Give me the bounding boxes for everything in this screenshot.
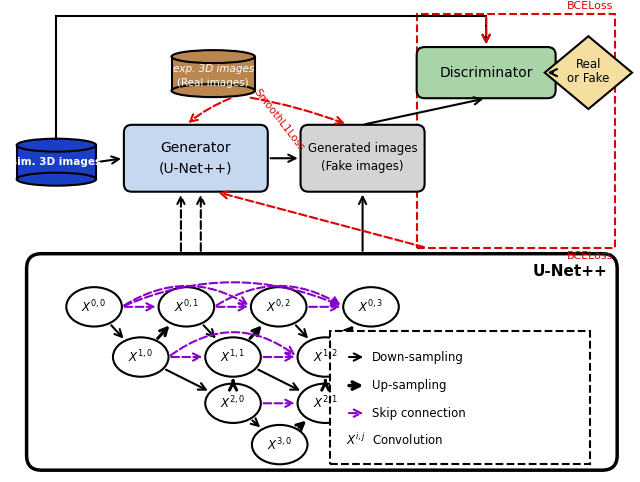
Ellipse shape (252, 425, 307, 464)
Ellipse shape (17, 173, 96, 186)
Ellipse shape (172, 50, 255, 63)
Text: $X^{2,0}$: $X^{2,0}$ (220, 395, 246, 412)
Text: U-Net++: U-Net++ (532, 264, 607, 279)
Text: $X^{0,0}$: $X^{0,0}$ (81, 298, 107, 315)
Text: $X^{3,0}$: $X^{3,0}$ (267, 436, 292, 453)
Ellipse shape (298, 384, 353, 423)
Ellipse shape (205, 337, 261, 377)
Text: $X^{0,1}$: $X^{0,1}$ (173, 298, 199, 315)
Text: $X^{1,2}$: $X^{1,2}$ (313, 348, 338, 365)
Text: $X^{1,1}$: $X^{1,1}$ (220, 348, 246, 365)
FancyBboxPatch shape (301, 125, 424, 192)
Ellipse shape (251, 287, 307, 326)
Ellipse shape (159, 287, 214, 326)
Bar (172, 56, 255, 91)
Text: $X^{i,j}$  Convolution: $X^{i,j}$ Convolution (346, 432, 444, 448)
Text: or Fake: or Fake (567, 72, 609, 85)
Text: (U-Net++): (U-Net++) (159, 161, 232, 175)
Text: Generator: Generator (161, 141, 231, 155)
Text: $X^{1,0}$: $X^{1,0}$ (128, 348, 154, 365)
Ellipse shape (113, 337, 168, 377)
FancyBboxPatch shape (330, 332, 590, 464)
Text: BCELoss: BCELoss (567, 0, 613, 11)
Text: (Real images): (Real images) (177, 79, 249, 89)
Ellipse shape (17, 139, 96, 152)
Text: Discriminator: Discriminator (440, 66, 533, 80)
FancyBboxPatch shape (27, 254, 617, 470)
Text: exp. 3D images: exp. 3D images (173, 64, 254, 74)
Text: SmoothL1Loss: SmoothL1Loss (252, 87, 306, 153)
Polygon shape (545, 36, 632, 109)
Text: $X^{0,3}$: $X^{0,3}$ (358, 298, 384, 315)
Text: $X^{2,1}$: $X^{2,1}$ (313, 395, 338, 412)
Ellipse shape (205, 384, 261, 423)
Text: Real: Real (575, 58, 601, 71)
Text: (Fake images): (Fake images) (321, 160, 404, 173)
Text: BCELoss: BCELoss (567, 251, 613, 261)
Ellipse shape (172, 84, 255, 97)
Text: Generated images: Generated images (308, 142, 417, 155)
Text: Skip connection: Skip connection (372, 407, 466, 420)
Ellipse shape (298, 337, 353, 377)
Text: sim. 3D images: sim. 3D images (12, 157, 101, 167)
Bar (17, 145, 96, 179)
FancyBboxPatch shape (417, 47, 556, 98)
Text: Up-sampling: Up-sampling (372, 379, 447, 392)
FancyBboxPatch shape (124, 125, 268, 192)
Text: Down-sampling: Down-sampling (372, 350, 464, 363)
Text: $X^{0,2}$: $X^{0,2}$ (266, 298, 291, 315)
Ellipse shape (343, 287, 399, 326)
Ellipse shape (67, 287, 122, 326)
